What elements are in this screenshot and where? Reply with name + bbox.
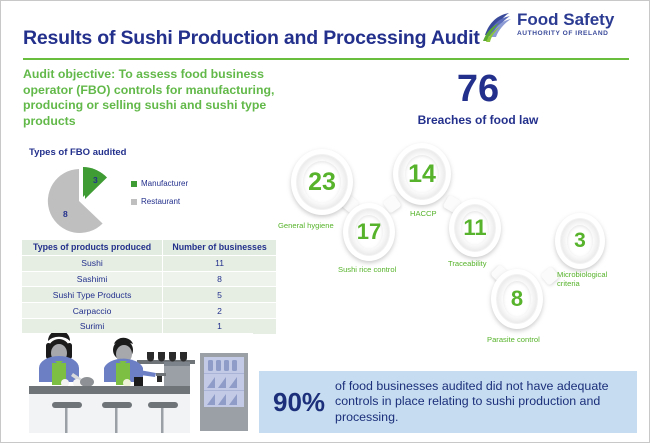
rice-ball xyxy=(73,379,81,387)
cup xyxy=(158,352,165,362)
worker-face xyxy=(116,345,132,363)
table-cell-count: 11 xyxy=(162,254,277,272)
breach-node-label: Sushi rice control xyxy=(338,265,397,274)
breach-node-value: 17 xyxy=(356,219,382,244)
callout-percent-value: 90% xyxy=(273,387,326,417)
breach-node-ring: 14 xyxy=(393,143,451,205)
worker-arm-reaching xyxy=(133,369,156,377)
legend-label-restaurant: Restaurant xyxy=(141,197,181,206)
audit-objective-text: Audit objective: To assess food business… xyxy=(23,67,275,128)
breaches-total-caption: Breaches of food law xyxy=(417,113,539,127)
cup xyxy=(147,352,154,362)
breach-node-ring: 17 xyxy=(343,203,395,261)
fbo-pie-chart: 3 8 xyxy=(41,159,129,239)
breach-node-ring: 11 xyxy=(449,199,501,257)
legend-swatch-manufacturer-icon xyxy=(131,180,137,187)
pie-legend: Manufacturer Restaurant xyxy=(131,179,188,215)
stool-leg xyxy=(115,408,118,433)
table-cell-count: 8 xyxy=(162,270,277,288)
breach-node-value: 23 xyxy=(308,167,336,196)
legend-label-manufacturer: Manufacturer xyxy=(141,179,189,188)
breach-node-label: HACCP xyxy=(410,209,437,218)
breach-node-parasite-control: 8 Parasite control xyxy=(487,269,543,344)
table-col-product: Types of products produced xyxy=(20,239,164,256)
sandwich xyxy=(207,377,237,388)
breach-node-microbiological-criteria: 3 Microbiological criteria xyxy=(555,213,607,287)
table-cell-product: Sashimi xyxy=(20,270,164,288)
fsai-logo-mark-icon xyxy=(483,13,511,42)
breaches-total-number: 76 xyxy=(456,68,500,110)
rice-ball xyxy=(61,379,69,387)
bottle xyxy=(216,360,221,371)
breach-node-traceability: 11 Traceability xyxy=(448,199,501,268)
pie-chart-svg xyxy=(47,166,107,233)
breach-node-sushi-rice-control: 17 Sushi rice control xyxy=(338,203,396,274)
logo-sub-text: AUTHORITY OF IRELAND xyxy=(517,30,609,37)
bowl xyxy=(80,377,94,387)
legend-item-manufacturer: Manufacturer xyxy=(131,179,188,188)
cup xyxy=(180,352,187,362)
callout-90-percent: 90% of food businesses audited did not h… xyxy=(259,371,637,433)
logo-main-text: Food Safety xyxy=(517,10,615,29)
table-row: Sushi Type Products 5 xyxy=(20,286,277,304)
breaches-circle-chain: 23 General hygiene 17 Sushi rice control… xyxy=(278,141,649,366)
products-table: Types of products produced Number of bus… xyxy=(20,239,277,335)
table-cell-product: Surimi xyxy=(20,317,164,335)
stool-leg xyxy=(65,408,68,433)
worker-apron xyxy=(52,363,66,385)
table-cell-product: Sushi xyxy=(20,254,164,272)
bottle xyxy=(232,360,237,371)
breach-node-ring: 23 xyxy=(291,149,353,215)
pie-label-manufacturer: 3 xyxy=(93,175,98,185)
breach-node-label: General hygiene xyxy=(278,221,334,230)
breach-node-label: Parasite control xyxy=(487,335,540,344)
bottle xyxy=(224,360,229,371)
table-cell-count: 1 xyxy=(162,317,277,335)
table-row: Sashimi 8 xyxy=(20,270,277,288)
soy-box xyxy=(134,377,143,386)
rice-ball xyxy=(123,379,131,387)
table-col-count: Number of businesses xyxy=(162,239,277,256)
table-header-row: Types of products produced Number of bus… xyxy=(20,239,277,256)
table-row: Surimi 1 xyxy=(20,317,277,335)
breach-node-label: Microbiological criteria xyxy=(557,270,608,288)
table-cell-count: 2 xyxy=(162,302,277,319)
cup xyxy=(169,352,176,362)
page-title: Results of Sushi Production and Processi… xyxy=(23,27,480,49)
table-row: Sushi 11 xyxy=(20,254,277,272)
breach-node-ring: 8 xyxy=(491,269,543,329)
legend-item-restaurant: Restaurant xyxy=(131,197,188,206)
breach-node-value: 14 xyxy=(408,159,436,188)
table-row: Carpaccio 2 xyxy=(20,302,277,319)
breach-node-value: 3 xyxy=(574,229,586,252)
fsai-logo-text: Food Safety AUTHORITY OF IRELAND xyxy=(517,11,614,38)
pie-chart-title: Types of FBO audited xyxy=(29,147,127,158)
bottle xyxy=(208,360,213,371)
stool-seat xyxy=(52,402,82,408)
breach-node-haccp: 14 HACCP xyxy=(393,143,451,218)
breach-node-general-hygiene: 23 General hygiene xyxy=(278,149,353,230)
sandwich xyxy=(207,394,237,405)
sushi-counter-illustration xyxy=(15,333,253,433)
counter-front xyxy=(29,394,190,433)
counter-top xyxy=(29,386,190,394)
stool-seat xyxy=(148,402,178,408)
header-divider xyxy=(23,58,629,60)
pie-slice-manufacturer-body xyxy=(85,168,107,199)
callout-description: of food businesses audited did not have … xyxy=(335,378,609,424)
table-cell-product: Carpaccio xyxy=(20,302,164,319)
breach-node-label: Traceability xyxy=(448,259,487,268)
stool-seat xyxy=(102,402,132,408)
stool-leg xyxy=(161,408,164,433)
breach-node-value: 8 xyxy=(510,286,524,311)
breach-node-ring: 3 xyxy=(555,213,605,269)
pie-label-restaurant: 8 xyxy=(63,209,68,219)
legend-swatch-restaurant-icon xyxy=(131,198,137,205)
breach-node-value: 11 xyxy=(463,215,487,240)
fsai-logo: Food Safety AUTHORITY OF IRELAND xyxy=(481,9,629,45)
table-cell-count: 5 xyxy=(162,286,277,304)
pie-slice-restaurant xyxy=(47,169,103,233)
table-cell-product: Sushi Type Products xyxy=(20,286,164,304)
